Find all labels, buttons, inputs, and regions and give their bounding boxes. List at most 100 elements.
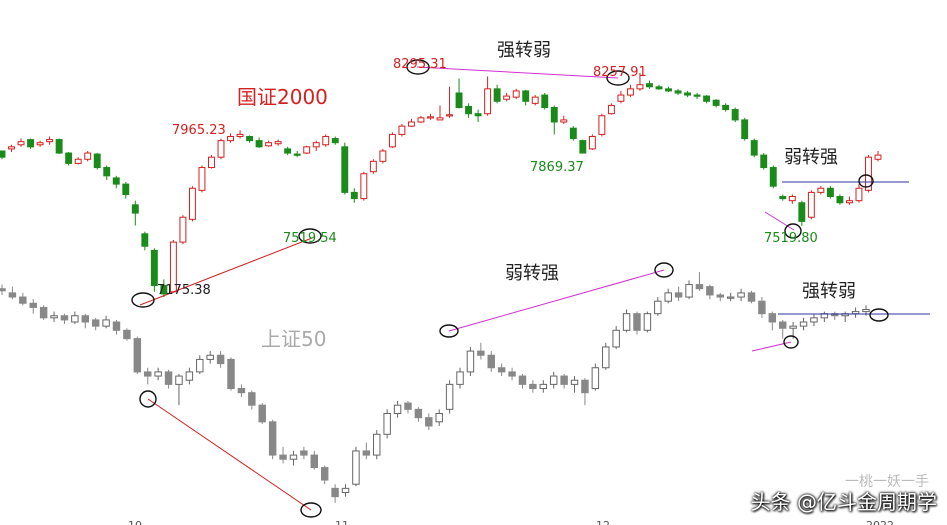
candle-body	[817, 187, 825, 193]
candle-body	[404, 402, 412, 410]
candle-body	[836, 196, 844, 204]
candle-body	[102, 319, 110, 327]
candle-body	[626, 88, 634, 96]
candle-body	[591, 367, 600, 390]
candle-body	[369, 160, 377, 173]
circle-bot-right	[869, 308, 889, 322]
candle-body	[398, 125, 406, 135]
annotation-8295: 8295.31	[393, 57, 447, 72]
watermark-sub: 一桃一妖一手	[845, 474, 929, 490]
candle-body	[788, 196, 796, 202]
candle-body	[131, 204, 139, 214]
candle-body	[643, 313, 652, 331]
candle-body	[206, 354, 214, 360]
candle-body	[17, 141, 25, 146]
candle-body	[664, 292, 672, 302]
candle-body	[695, 284, 704, 290]
candle-body	[807, 191, 815, 218]
candle-body	[425, 417, 433, 427]
candle-body	[477, 350, 485, 356]
candle-body	[93, 153, 101, 169]
circle-top-low3	[784, 223, 802, 239]
candle-body	[737, 292, 745, 298]
candle-body	[279, 454, 287, 460]
candle-body	[164, 371, 173, 385]
candle-body	[703, 95, 711, 102]
annotation-7519-b: 7519.80	[764, 231, 818, 246]
circle-bot-mid1	[439, 324, 459, 338]
phrase-top-strong-to-weak: 强转弱	[497, 40, 551, 61]
candle-body	[196, 358, 204, 373]
candle-body	[112, 177, 120, 185]
candle-body	[758, 300, 766, 315]
candle-body	[179, 216, 187, 243]
trend-line-bot-mid	[448, 269, 665, 332]
circle-bot-mid2	[654, 262, 674, 278]
candle-body	[123, 329, 131, 340]
candle-body	[320, 467, 329, 481]
candle-body	[851, 311, 860, 315]
candle-body	[456, 371, 464, 385]
candle-body	[855, 187, 863, 202]
candle-body	[289, 454, 298, 460]
candle-body	[341, 146, 349, 193]
x-tick-2022: 2022	[866, 519, 894, 525]
candle-body	[612, 329, 620, 348]
candle-body	[284, 148, 292, 154]
candle-body	[154, 371, 162, 377]
candle-body	[74, 158, 82, 164]
candle-body	[497, 367, 506, 373]
candle-body	[255, 140, 263, 148]
candle-body	[227, 135, 234, 142]
circle-top-peak1	[406, 59, 430, 75]
shangzheng50-candles	[0, 272, 870, 503]
trend-line-top-left	[139, 237, 313, 306]
candle-body	[747, 292, 756, 302]
candle-body	[36, 142, 44, 146]
candle-body	[539, 383, 548, 390]
candle-body	[227, 358, 235, 390]
candle-body	[541, 94, 549, 108]
candle-body	[91, 319, 100, 327]
candle-body	[185, 371, 194, 381]
candle-body	[636, 84, 644, 90]
candle-body	[71, 315, 79, 323]
candle-body	[407, 121, 415, 127]
candle-body	[360, 173, 368, 200]
candle-body	[208, 156, 215, 169]
candle-body	[503, 95, 511, 100]
candle-body	[65, 152, 73, 164]
candle-body	[789, 325, 797, 329]
candle-body	[465, 105, 473, 115]
candle-body	[550, 106, 558, 123]
candle-body	[466, 350, 475, 373]
candle-body	[236, 133, 244, 137]
candle-body	[874, 154, 882, 160]
candle-body	[581, 379, 589, 394]
candle-body	[141, 233, 149, 247]
candle-body	[598, 115, 606, 135]
circle-bot-low1	[139, 390, 157, 408]
candle-body	[312, 142, 320, 148]
candle-body	[798, 202, 806, 222]
candle-body	[646, 83, 653, 88]
candle-body	[331, 487, 339, 498]
candle-body	[693, 94, 701, 97]
trend-line-bot-right	[751, 341, 792, 352]
trend-line-top-right-diverge	[764, 211, 795, 231]
candle-body	[8, 146, 15, 150]
candle-body	[188, 187, 196, 220]
candle-body	[29, 302, 37, 308]
candle-body	[274, 141, 282, 145]
phrase-bot-weak-to-strong: 弱转强	[505, 263, 559, 284]
candle-body	[560, 375, 568, 385]
candle-body	[712, 99, 720, 106]
candle-body	[246, 135, 254, 142]
candle-body	[531, 96, 539, 104]
candle-body	[474, 113, 482, 117]
candle-body	[674, 292, 683, 298]
candle-body	[655, 86, 663, 90]
candle-body	[388, 133, 396, 148]
candle-body	[265, 142, 273, 147]
